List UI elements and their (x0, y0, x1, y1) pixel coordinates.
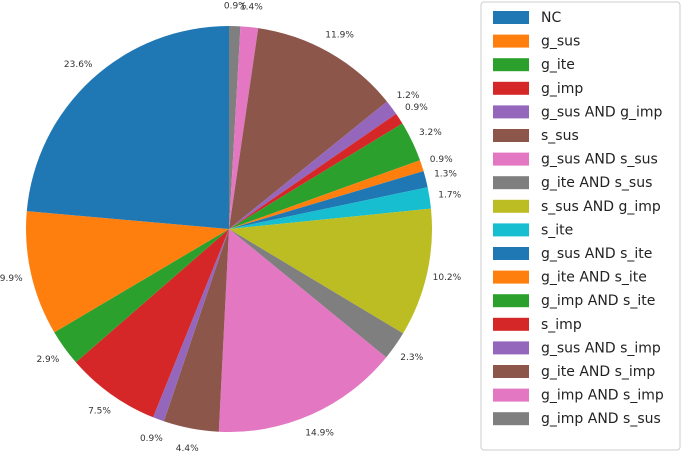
legend-label: g_imp (541, 81, 583, 97)
legend-label: NC (541, 10, 561, 26)
pie-percentage-label: 7.5% (88, 406, 111, 416)
legend-swatch (493, 11, 529, 24)
pie-slice-s_imp (229, 113, 403, 229)
pie-slice-g_ite-and-s_ite (229, 160, 424, 229)
legend-label: g_ite AND s_ite (541, 270, 647, 286)
legend-label: g_sus AND g_imp (541, 104, 662, 120)
legend-swatch (493, 129, 529, 142)
pie-percentage-label: 1.4% (240, 2, 263, 12)
legend-swatch (493, 34, 529, 48)
pie-percentage-label: 1.2% (397, 91, 420, 101)
pie-slice-nc (26, 26, 230, 229)
pie-slice-g_imp-and-s_ite (229, 123, 420, 229)
legend-swatch (493, 388, 529, 402)
legend-label: s_sus (541, 128, 579, 144)
pie-percentage-label: 9.9% (0, 274, 23, 284)
pie-percentage-label: 1.3% (434, 170, 457, 180)
pie-slice-g_sus (25, 211, 229, 333)
pie-slice-g_ite-and-s_sus (229, 229, 404, 358)
pie-percentage-label: 0.9% (405, 103, 428, 113)
pie-percentage-label: 0.9% (430, 155, 453, 165)
legend-swatch (493, 317, 529, 331)
pie-slice-g_ite-and-s_imp (229, 28, 388, 230)
pie-slice-g_sus-and-s_ite (229, 171, 428, 229)
pie-slice-g_imp-and-s_sus (229, 25, 241, 230)
pie-percentage-label: 10.2% (433, 273, 462, 283)
legend-swatch (493, 58, 529, 72)
pie-percentage-label: 1.7% (438, 190, 461, 200)
legend-swatch (493, 105, 529, 119)
legend-label: g_imp AND s_imp (541, 388, 664, 404)
legend-label: g_ite AND s_sus (541, 175, 652, 191)
pie-slice-s_ite (229, 187, 431, 229)
pie-slices (25, 25, 433, 432)
legend-swatch (493, 270, 529, 284)
legend-frame (480, 1, 681, 451)
legend-swatch (493, 223, 529, 237)
legend-label: g_sus AND s_imp (541, 340, 661, 356)
pie-percentage-label: 0.9% (224, 1, 247, 11)
pie-slice-s_sus-and-g_imp (229, 208, 433, 334)
legend-swatch (493, 365, 529, 378)
legend-swatch (493, 247, 529, 260)
pie-slice-g_imp (75, 229, 229, 418)
pie-slice-g_imp-and-s_imp (229, 26, 259, 229)
legend-swatch (493, 341, 529, 355)
legend-label: s_ite (541, 222, 573, 238)
legend-label: s_sus AND g_imp (541, 199, 661, 215)
legend-label: g_sus AND s_ite (541, 246, 652, 262)
legend-label: g_ite AND s_imp (541, 364, 655, 380)
pie-percentage-label: 14.9% (305, 429, 334, 439)
legend-items: NC g_sus g_ite g_imp g_sus AND g_imp s_sus g_s… (493, 10, 664, 427)
pie-slice-g_sus-and-s_imp (229, 101, 397, 229)
legend-label: g_sus AND s_sus (541, 152, 658, 168)
pie-percentage-label: 23.6% (64, 60, 93, 70)
pie-percentage-label: 11.9% (325, 31, 354, 41)
legend: NC g_sus g_ite g_imp g_sus AND g_imp s_sus g_s… (480, 1, 681, 451)
legend-swatch (493, 81, 529, 95)
pie-percentage-labels: 0.9%1.4%11.9%1.2%0.9%3.2%0.9%1.3%1.7%10.… (0, 1, 462, 454)
legend-swatch (493, 199, 529, 213)
pie-percentage-label: 4.4% (176, 444, 199, 454)
legend-label: g_sus (541, 34, 580, 50)
legend-label: s_imp (541, 317, 582, 333)
legend-label: g_imp AND s_sus (541, 411, 661, 427)
pie-slice-g_ite (54, 229, 229, 363)
pie-percentage-label: 2.9% (36, 355, 59, 365)
pie-percentage-label: 0.9% (140, 434, 163, 444)
pie-percentage-label: 2.3% (400, 353, 423, 363)
legend-swatch (493, 176, 529, 190)
legend-label: g_imp AND s_ite (541, 293, 655, 309)
legend-label: g_ite (541, 57, 575, 73)
pie-slice-s_sus (163, 229, 229, 432)
pie-slice-g_sus-and-g_imp (153, 229, 229, 422)
pie-percentage-label: 3.2% (419, 128, 442, 138)
legend-swatch (493, 412, 529, 426)
legend-swatch (493, 294, 529, 308)
pie-slice-g_sus-and-s_sus (218, 229, 387, 432)
legend-swatch (493, 152, 529, 166)
